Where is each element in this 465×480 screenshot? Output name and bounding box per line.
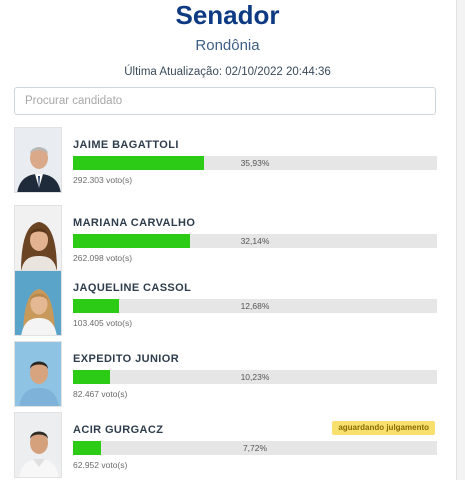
- status-badge: aguardando julgamento: [332, 421, 435, 435]
- vote-bar-fill: [73, 370, 111, 384]
- vote-bar-fill: [73, 156, 204, 170]
- candidate-name: EXPEDITO JUNIOR: [73, 353, 180, 365]
- vote-bar: 35,93%: [73, 156, 437, 170]
- candidate-name: MARIANA CARVALHO: [73, 217, 196, 229]
- candidate-photo: [14, 270, 62, 336]
- vote-percent: 35,93%: [240, 158, 270, 168]
- candidate-photo: [14, 412, 62, 478]
- candidate-card[interactable]: JAQUELINE CASSOL 12,68% 103.405 voto(s): [0, 270, 455, 338]
- candidate-photo: [14, 205, 62, 271]
- state-name: Rondônia: [195, 37, 260, 54]
- vote-bar: 10,23%: [73, 370, 437, 384]
- candidate-photo: [14, 341, 62, 407]
- vote-count: 82.467 voto(s): [73, 389, 128, 399]
- vote-count: 62.952 voto(s): [73, 460, 128, 470]
- vote-count: 103.405 voto(s): [73, 318, 133, 328]
- vote-bar: 7,72%: [73, 441, 437, 455]
- candidate-name: JAQUELINE CASSOL: [73, 282, 192, 294]
- candidate-card[interactable]: ACIR GURGACZ aguardando julgamento 7,72%…: [0, 412, 455, 480]
- vote-bar: 12,68%: [73, 299, 437, 313]
- vote-count: 262.098 voto(s): [73, 253, 133, 263]
- vote-bar-fill: [73, 234, 190, 248]
- vote-percent: 32,14%: [240, 236, 270, 246]
- candidate-name: JAIME BAGATTOLI: [73, 139, 179, 151]
- vote-bar-fill: [73, 441, 102, 455]
- vote-count: 292.303 voto(s): [73, 175, 133, 185]
- search-input[interactable]: [14, 87, 436, 115]
- vote-bar: 32,14%: [73, 234, 437, 248]
- last-update: Última Atualização: 02/10/2022 20:44:36: [124, 66, 331, 78]
- candidate-card[interactable]: JAIME BAGATTOLI 35,93% 292.303 voto(s): [0, 127, 455, 195]
- vote-percent: 10,23%: [240, 372, 270, 382]
- candidate-card[interactable]: MARIANA CARVALHO 32,14% 262.098 voto(s): [0, 205, 455, 273]
- candidate-card[interactable]: EXPEDITO JUNIOR 10,23% 82.467 voto(s): [0, 341, 455, 409]
- vote-percent: 12,68%: [240, 301, 270, 311]
- page-title: Senador: [175, 0, 280, 30]
- candidate-photo: [14, 127, 62, 193]
- vote-bar-fill: [73, 299, 120, 313]
- candidate-name: ACIR GURGACZ: [73, 424, 164, 436]
- vote-percent: 7,72%: [242, 443, 268, 453]
- scrollbar[interactable]: [456, 0, 465, 480]
